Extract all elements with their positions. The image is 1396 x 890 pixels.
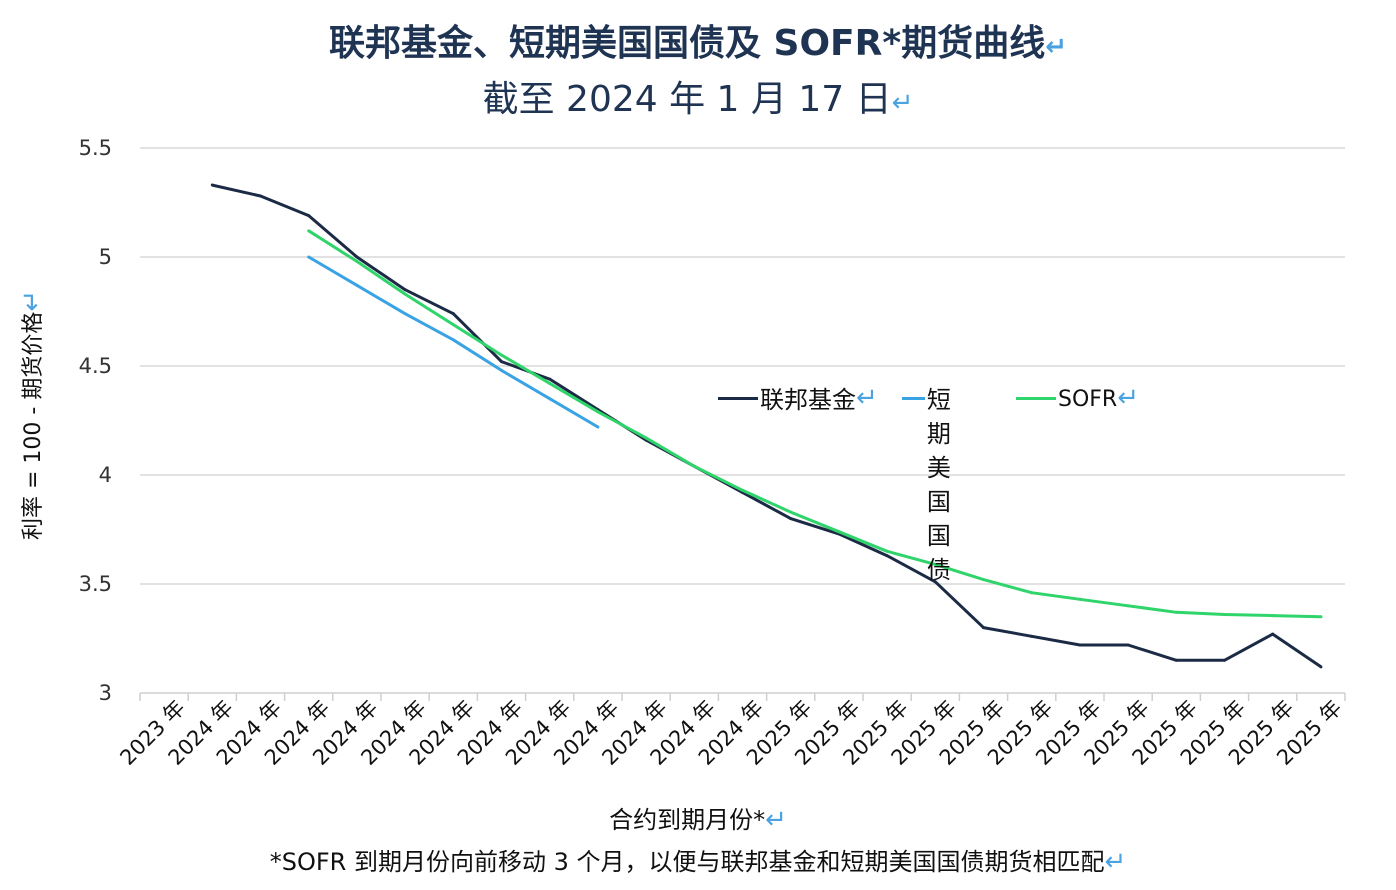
data-point xyxy=(982,626,985,630)
y-tick-label: 5.5 xyxy=(79,136,112,160)
data-point xyxy=(548,377,552,381)
data-point xyxy=(885,549,889,553)
data-point xyxy=(1174,610,1178,614)
x-axis-label: 合约到期月份*↵ xyxy=(609,805,787,835)
grid-lines xyxy=(140,147,1345,585)
data-point xyxy=(307,229,311,233)
data-point xyxy=(1078,643,1082,647)
series-line-tbill xyxy=(307,255,599,429)
data-point xyxy=(1126,643,1130,647)
data-point xyxy=(355,283,359,287)
data-point xyxy=(355,255,359,259)
data-point xyxy=(210,183,214,187)
data-point xyxy=(451,323,455,327)
data-point xyxy=(789,510,793,514)
data-point xyxy=(500,353,503,357)
legend-label-sofr: SOFR xyxy=(1058,387,1118,412)
legend-swatch-tbill xyxy=(902,397,925,400)
legend-swatch-sofr xyxy=(1016,397,1056,400)
y-axis-label: 利率 = 100 - 期货价格↵ xyxy=(17,289,47,540)
y-tick-label: 4 xyxy=(99,463,112,487)
y-tick-label: 5 xyxy=(99,245,112,269)
data-point xyxy=(1126,604,1130,608)
data-point xyxy=(837,530,841,534)
data-point xyxy=(307,214,311,218)
data-point xyxy=(982,578,985,582)
series-line-fed-funds xyxy=(211,183,1322,669)
data-point xyxy=(885,554,889,558)
y-axis-ticks: 3 3.5 4 4.5 5 5.5 xyxy=(79,136,112,705)
data-point xyxy=(596,425,600,429)
data-point xyxy=(451,338,455,342)
data-point xyxy=(692,464,696,468)
series-line-sofr xyxy=(307,229,1321,619)
legend-item-fed-funds: 联邦基金 ↵ xyxy=(718,383,878,417)
data-point xyxy=(451,312,455,316)
data-point xyxy=(1078,597,1082,601)
data-point xyxy=(1030,591,1034,595)
chart-title: 联邦基金、短期美国国债及 SOFR*期货曲线↵ xyxy=(328,23,1067,64)
data-point xyxy=(403,312,407,316)
data-point xyxy=(933,562,937,566)
data-point xyxy=(1319,665,1323,669)
y-tick-label: 4.5 xyxy=(79,354,112,378)
data-point xyxy=(1174,658,1178,662)
data-point xyxy=(596,410,600,414)
data-point xyxy=(1319,615,1323,619)
data-point xyxy=(1030,634,1034,638)
data-point xyxy=(259,194,262,198)
data-point xyxy=(1271,632,1275,636)
x-axis xyxy=(139,692,1346,701)
legend-item-tbill: 短期美 国国债 xyxy=(902,383,968,587)
data-point xyxy=(307,255,311,259)
data-point xyxy=(403,288,407,292)
legend-label-fed-funds: 联邦基金 xyxy=(760,386,856,414)
y-tick-label: 3 xyxy=(99,681,112,705)
data-point xyxy=(500,360,503,364)
data-point xyxy=(741,488,744,492)
legend-item-sofr: SOFR ↵ xyxy=(1016,383,1139,417)
data-point xyxy=(548,381,552,385)
legend-swatch-fed-funds xyxy=(718,397,758,400)
data-point xyxy=(403,292,407,296)
data-point xyxy=(933,580,937,584)
data-point xyxy=(789,517,793,521)
legend-label-tbill: 短期美 国国债 xyxy=(926,386,951,584)
data-point xyxy=(1223,658,1226,662)
data-point xyxy=(644,436,648,440)
data-point xyxy=(1223,613,1226,617)
footnote: *SOFR 到期月份向前移动 3 个月，以便与联邦基金和短期美国国债期货相匹配↵ xyxy=(269,847,1127,877)
data-point xyxy=(548,397,552,401)
chart-subtitle: 截至 2024 年 1 月 17 日↵ xyxy=(482,79,914,120)
data-point xyxy=(1271,614,1275,618)
data-point xyxy=(355,259,359,263)
data-point xyxy=(500,368,503,372)
y-tick-label: 3.5 xyxy=(79,572,112,596)
series-lines xyxy=(210,183,1323,669)
